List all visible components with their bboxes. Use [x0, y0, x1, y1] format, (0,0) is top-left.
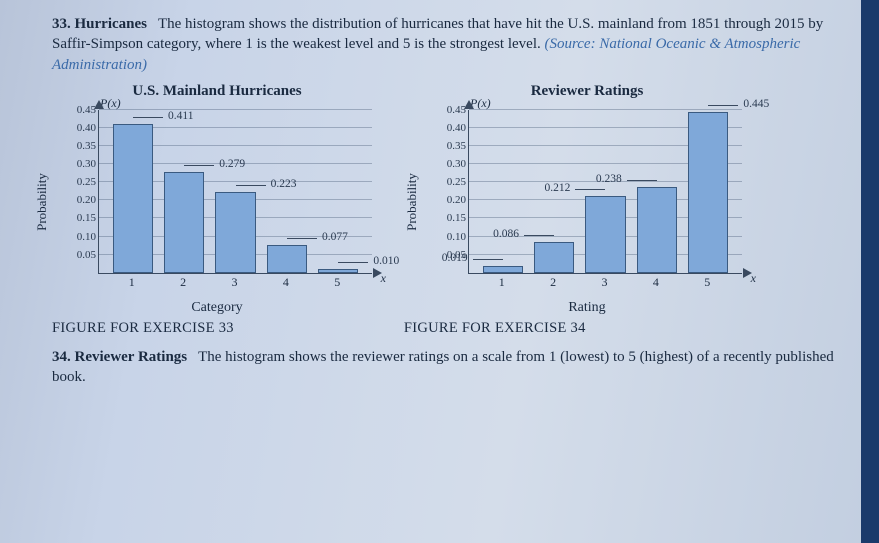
textbook-page: 33. Hurricanes The histogram shows the d… — [0, 0, 879, 543]
ytick: 0.15 — [434, 212, 466, 224]
xtick: 4 — [653, 275, 659, 290]
ytick: 0.25 — [64, 176, 96, 188]
problem-34: 34. Reviewer Ratings The histogram shows… — [52, 347, 843, 388]
label-line — [627, 180, 657, 181]
xtick: 2 — [550, 275, 556, 290]
label-line — [133, 117, 163, 118]
ytick: 0.10 — [434, 231, 466, 243]
ytick: 0.35 — [64, 140, 96, 152]
xtick: 1 — [499, 275, 505, 290]
ytick: 0.05 — [64, 249, 96, 261]
grid-line — [99, 109, 372, 110]
xtick: 2 — [180, 275, 186, 290]
bar — [637, 187, 677, 273]
chart1-title: U.S. Mainland Hurricanes — [132, 83, 301, 100]
bar-label: 0.411 — [168, 110, 193, 122]
chart2-title: Reviewer Ratings — [531, 83, 644, 100]
ytick: 0.10 — [64, 231, 96, 243]
chart2-xlabel: Rating — [568, 300, 605, 316]
figure-row: U.S. Mainland Hurricanes Probability P(x… — [52, 83, 843, 316]
bar — [688, 112, 728, 273]
xtick: 4 — [283, 275, 289, 290]
ytick: 0.40 — [64, 122, 96, 134]
caption-34: FIGURE FOR EXERCISE 34 — [404, 320, 586, 337]
label-line — [236, 185, 266, 186]
figure-34: Reviewer Ratings Probability P(x) x 0.01… — [422, 83, 752, 316]
chart2-plot: 0.0190.0860.2120.2380.445 — [468, 110, 742, 274]
ytick: 0.30 — [64, 158, 96, 170]
chart2-arrow-x — [743, 268, 752, 278]
problem-33-title: Hurricanes — [75, 16, 148, 32]
ytick: 0.15 — [64, 212, 96, 224]
xtick: 5 — [704, 275, 710, 290]
bar-label: 0.010 — [373, 255, 399, 267]
bar — [318, 269, 358, 273]
chart1-xlabel: Category — [191, 300, 242, 316]
xtick: 1 — [129, 275, 135, 290]
bar-label: 0.279 — [219, 158, 245, 170]
bar — [483, 266, 523, 273]
label-line — [524, 235, 554, 236]
figure-33: U.S. Mainland Hurricanes Probability P(x… — [52, 83, 382, 316]
problem-34-number: 34. — [52, 349, 71, 365]
problem-33-text: 33. Hurricanes The histogram shows the d… — [52, 14, 843, 75]
chart2: Probability P(x) x 0.0190.0860.2120.2380… — [422, 102, 752, 302]
bar-label: 0.238 — [596, 173, 622, 185]
chart2-ylabel: Probability — [404, 173, 420, 231]
bar — [585, 196, 625, 273]
label-line — [287, 238, 317, 239]
label-line — [473, 259, 503, 260]
bar-label: 0.077 — [322, 231, 348, 243]
label-line — [575, 189, 605, 190]
label-line — [708, 105, 738, 106]
xtick: 3 — [602, 275, 608, 290]
caption-33: FIGURE FOR EXERCISE 33 — [52, 320, 234, 337]
ytick: 0.20 — [434, 194, 466, 206]
label-line — [338, 262, 368, 263]
chart1-plot: 0.4110.2790.2230.0770.010 — [98, 110, 372, 274]
bar — [215, 192, 255, 273]
bar-label: 0.445 — [743, 98, 769, 110]
chart1-ylabel: Probability — [34, 173, 50, 231]
ytick: 0.45 — [434, 104, 466, 116]
problem-33-number: 33. — [52, 16, 71, 32]
ytick: 0.25 — [434, 176, 466, 188]
bar-label: 0.223 — [271, 178, 297, 190]
bar — [267, 245, 307, 273]
ytick: 0.05 — [434, 249, 466, 261]
ytick: 0.30 — [434, 158, 466, 170]
chart1: Probability P(x) x 0.4110.2790.2230.0770… — [52, 102, 382, 302]
bar — [113, 124, 153, 273]
problem-33: 33. Hurricanes The histogram shows the d… — [52, 14, 843, 75]
xtick: 5 — [334, 275, 340, 290]
ytick: 0.45 — [64, 104, 96, 116]
bar — [164, 172, 204, 273]
ytick: 0.40 — [434, 122, 466, 134]
bar-label: 0.086 — [493, 228, 519, 240]
chart1-arrow-x — [373, 268, 382, 278]
grid-line — [469, 109, 742, 110]
problem-34-text: 34. Reviewer Ratings The histogram shows… — [52, 347, 843, 388]
problem-34-title: Reviewer Ratings — [75, 349, 188, 365]
bar-label: 0.212 — [545, 182, 571, 194]
ytick: 0.20 — [64, 194, 96, 206]
label-line — [184, 165, 214, 166]
ytick: 0.35 — [434, 140, 466, 152]
xtick: 3 — [232, 275, 238, 290]
bar — [534, 242, 574, 273]
caption-row: FIGURE FOR EXERCISE 33 FIGURE FOR EXERCI… — [52, 320, 843, 337]
